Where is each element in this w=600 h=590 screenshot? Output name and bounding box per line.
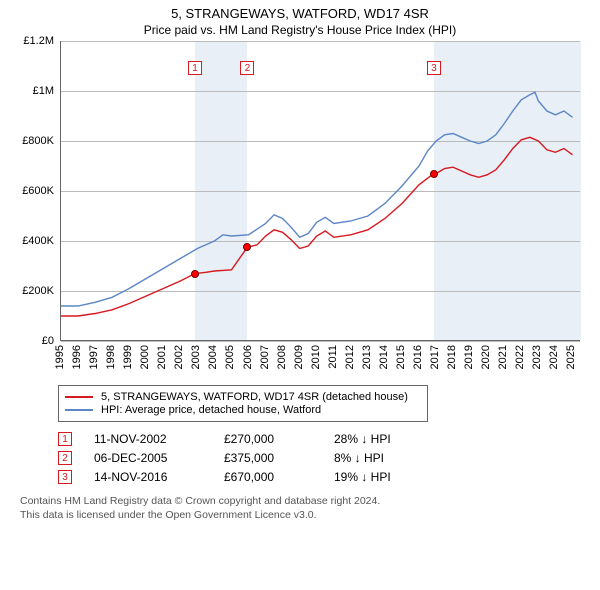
- grid-line: [61, 341, 580, 342]
- x-tick-label: 2001: [156, 345, 168, 369]
- sale-marker-dot: [243, 243, 251, 251]
- data-point-delta: 8% ↓ HPI: [334, 451, 454, 465]
- data-point-index: 2: [58, 451, 72, 465]
- x-tick-label: 2004: [207, 345, 219, 369]
- x-tick-label: 2020: [480, 345, 492, 369]
- data-point-index: 1: [58, 432, 72, 446]
- y-tick-label: £400K: [22, 235, 54, 247]
- legend-item: 5, STRANGEWAYS, WATFORD, WD17 4SR (detac…: [65, 391, 421, 403]
- x-tick-label: 2021: [497, 345, 509, 369]
- x-tick-label: 2022: [514, 345, 526, 369]
- x-tick-label: 2025: [565, 345, 577, 369]
- x-tick-label: 2017: [429, 345, 441, 369]
- attribution-line-1: Contains HM Land Registry data © Crown c…: [20, 494, 600, 508]
- x-tick-label: 2024: [548, 345, 560, 369]
- x-tick-label: 2023: [531, 345, 543, 369]
- x-tick-label: 2012: [344, 345, 356, 369]
- y-tick-label: £1M: [33, 85, 54, 97]
- x-tick-label: 2019: [463, 345, 475, 369]
- data-point-date: 14-NOV-2016: [94, 470, 224, 484]
- x-tick-label: 2011: [327, 345, 339, 369]
- y-tick-label: £1.2M: [23, 35, 54, 47]
- sale-marker-dot: [191, 270, 199, 278]
- series-price-paid: [61, 137, 573, 316]
- y-tick-label: £800K: [22, 135, 54, 147]
- x-tick-label: 1999: [122, 345, 134, 369]
- data-point-price: £670,000: [224, 470, 334, 484]
- legend: 5, STRANGEWAYS, WATFORD, WD17 4SR (detac…: [58, 385, 428, 422]
- attribution-line-2: This data is licensed under the Open Gov…: [20, 508, 600, 522]
- x-tick-label: 2015: [395, 345, 407, 369]
- legend-item: HPI: Average price, detached house, Watf…: [65, 404, 421, 416]
- x-tick-label: 2014: [378, 345, 390, 369]
- data-point-delta: 28% ↓ HPI: [334, 432, 454, 446]
- x-tick-label: 1996: [71, 345, 83, 369]
- series-hpi: [61, 92, 573, 306]
- x-tick-label: 1995: [54, 345, 66, 369]
- data-point-delta: 19% ↓ HPI: [334, 470, 454, 484]
- chart-area: £0£200K£400K£600K£800K£1M£1.2M 123 19951…: [20, 41, 580, 381]
- x-tick-label: 2003: [190, 345, 202, 369]
- chart-title: 5, STRANGEWAYS, WATFORD, WD17 4SR: [0, 6, 600, 21]
- x-tick-label: 2002: [173, 345, 185, 369]
- data-point-date: 11-NOV-2002: [94, 432, 224, 446]
- y-tick-label: £0: [42, 335, 54, 347]
- x-tick-label: 1997: [88, 345, 100, 369]
- sale-marker-box: 1: [188, 61, 202, 75]
- data-point-index: 3: [58, 470, 72, 484]
- attribution: Contains HM Land Registry data © Crown c…: [20, 494, 600, 522]
- legend-swatch: [65, 396, 93, 398]
- x-tick-label: 2006: [242, 345, 254, 369]
- x-tick-label: 2009: [293, 345, 305, 369]
- legend-swatch: [65, 409, 93, 411]
- data-point-date: 06-DEC-2005: [94, 451, 224, 465]
- x-tick-label: 2010: [310, 345, 322, 369]
- data-point-row: 2 06-DEC-2005£375,0008% ↓ HPI: [58, 451, 558, 465]
- x-axis: 1995199619971998199920002001200220032004…: [60, 345, 580, 381]
- y-tick-label: £600K: [22, 185, 54, 197]
- data-point-row: 1 11-NOV-2002£270,00028% ↓ HPI: [58, 432, 558, 446]
- data-point-price: £375,000: [224, 451, 334, 465]
- chart-subtitle: Price paid vs. HM Land Registry's House …: [0, 23, 600, 37]
- x-tick-label: 2000: [139, 345, 151, 369]
- data-points-table: 1 11-NOV-2002£270,00028% ↓ HPI 2 06-DEC-200…: [58, 432, 558, 484]
- sale-marker-dot: [430, 170, 438, 178]
- x-tick-label: 2008: [276, 345, 288, 369]
- data-point-price: £270,000: [224, 432, 334, 446]
- x-tick-label: 2016: [412, 345, 424, 369]
- legend-label: 5, STRANGEWAYS, WATFORD, WD17 4SR (detac…: [101, 391, 408, 403]
- x-tick-label: 2013: [361, 345, 373, 369]
- legend-label: HPI: Average price, detached house, Watf…: [101, 404, 321, 416]
- x-tick-label: 2018: [446, 345, 458, 369]
- y-tick-label: £200K: [22, 285, 54, 297]
- data-point-row: 3 14-NOV-2016£670,00019% ↓ HPI: [58, 470, 558, 484]
- chart-header: 5, STRANGEWAYS, WATFORD, WD17 4SR Price …: [0, 0, 600, 41]
- x-tick-label: 2007: [259, 345, 271, 369]
- y-axis: £0£200K£400K£600K£800K£1M£1.2M: [18, 41, 58, 341]
- sale-marker-box: 2: [240, 61, 254, 75]
- plot-area: 1 2 3: [60, 41, 580, 341]
- sale-marker-box: 3: [427, 61, 441, 75]
- x-tick-label: 2005: [224, 345, 236, 369]
- x-tick-label: 1998: [105, 345, 117, 369]
- line-layer: [61, 41, 581, 341]
